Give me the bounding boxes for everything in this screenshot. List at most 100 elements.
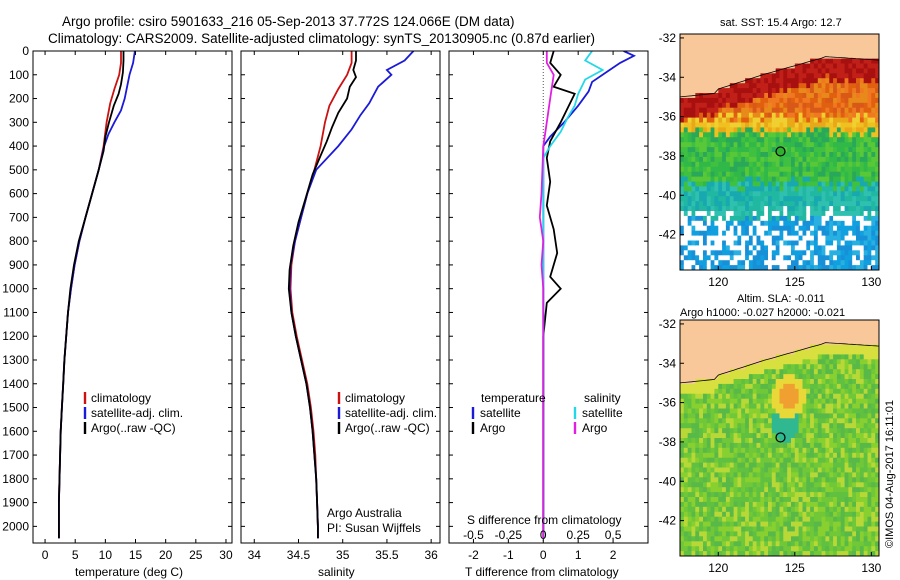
map-cell: [691, 541, 696, 547]
map-cell: [791, 220, 796, 227]
map-cell: [741, 152, 746, 158]
map-cell: [783, 34, 788, 40]
map-cell: [825, 320, 830, 326]
map-cell: [722, 161, 727, 168]
t-diff-label: T difference from climatology: [465, 565, 619, 579]
map-cell: [729, 413, 735, 419]
sst-map-title: sat. SST: 15.4 Argo: 12.7: [720, 17, 842, 29]
map-cell: [825, 260, 830, 266]
map-cell: [825, 403, 830, 410]
map-cell: [691, 546, 696, 552]
map-cell: [852, 546, 857, 552]
map-cell: [760, 462, 765, 469]
map-cell: [760, 156, 765, 163]
map-cell: [756, 438, 761, 444]
map-cell: [798, 73, 803, 79]
map-cell: [852, 43, 857, 50]
map-cell: [683, 88, 689, 94]
map-cell: [871, 48, 876, 55]
map-cell: [810, 176, 815, 183]
map-cell: [848, 122, 853, 128]
map-cell: [680, 536, 685, 542]
map-cell: [752, 536, 758, 542]
map-cell: [875, 137, 879, 143]
map-cell: [706, 506, 712, 513]
map-cell: [768, 58, 773, 65]
map-cell: [718, 112, 723, 119]
map-cell: [710, 161, 715, 168]
map-cell: [768, 447, 773, 454]
map-cell: [775, 521, 781, 528]
map-cell: [859, 122, 865, 128]
map-cell: [741, 433, 746, 439]
map-cell: [875, 152, 879, 158]
map-cell: [737, 379, 742, 385]
map-cell: [779, 403, 784, 410]
map-cell: [718, 181, 723, 187]
map-cell: [768, 255, 773, 261]
map-cell: [718, 88, 723, 94]
map-cell: [798, 225, 803, 232]
map-cell: [752, 462, 758, 469]
map-cell: [829, 225, 834, 232]
map-cell: [768, 369, 773, 375]
map-cell: [760, 215, 765, 222]
map-cell: [852, 181, 857, 187]
map-cell: [710, 546, 715, 552]
map-cell: [737, 442, 742, 449]
map-cell: [771, 487, 777, 493]
map-cell: [691, 428, 696, 434]
map-cell: [798, 379, 803, 385]
map-cell: [768, 107, 773, 114]
map-cell: [783, 354, 788, 360]
map-cell: [756, 442, 761, 449]
title-line-2: Climatology: CARS2009. Satellite-adjuste…: [48, 31, 595, 46]
map-cell: [787, 225, 792, 232]
map-cell: [752, 344, 758, 351]
map-cell: [829, 497, 834, 503]
map-cell: [863, 73, 869, 79]
map-cell: [787, 477, 792, 483]
map-cell: [764, 492, 769, 498]
map-cell: [699, 393, 704, 400]
map-cell: [768, 551, 773, 556]
map-cell: [752, 526, 758, 532]
map-cell: [768, 48, 773, 55]
map-cell: [787, 215, 792, 222]
map-cell: [791, 152, 796, 158]
map-cell: [760, 73, 765, 79]
map-cell: [695, 364, 700, 370]
map-cell: [771, 97, 777, 104]
map-cell: [840, 526, 846, 532]
map-cell: [794, 467, 800, 473]
map-cell: [737, 235, 742, 242]
map-cell: [836, 388, 842, 395]
map-cell: [794, 438, 800, 444]
map-cell: [817, 166, 823, 173]
map-cell: [752, 112, 758, 119]
map-cell: [848, 206, 853, 212]
map-cell: [706, 83, 712, 89]
map-cell: [817, 171, 823, 178]
map-cell: [764, 176, 769, 183]
map-cell: [875, 230, 879, 237]
map-cell: [756, 156, 761, 163]
map-cell: [852, 240, 857, 246]
map-cell: [718, 38, 723, 45]
map-cell: [798, 433, 803, 439]
map-cell: [817, 127, 823, 133]
map-cell: [748, 398, 754, 405]
map-cell: [867, 196, 872, 202]
map-cell: [722, 462, 727, 469]
map-cell: [680, 433, 685, 439]
map-cell: [722, 482, 727, 488]
map-cell: [745, 324, 750, 331]
map-cell: [722, 379, 727, 385]
map-cell: [703, 137, 708, 143]
map-cell: [852, 433, 857, 439]
map-cell: [710, 63, 715, 69]
map-cell: [722, 63, 727, 69]
map-cell: [794, 418, 800, 424]
map-cell: [810, 418, 815, 424]
map-cell: [741, 339, 746, 346]
